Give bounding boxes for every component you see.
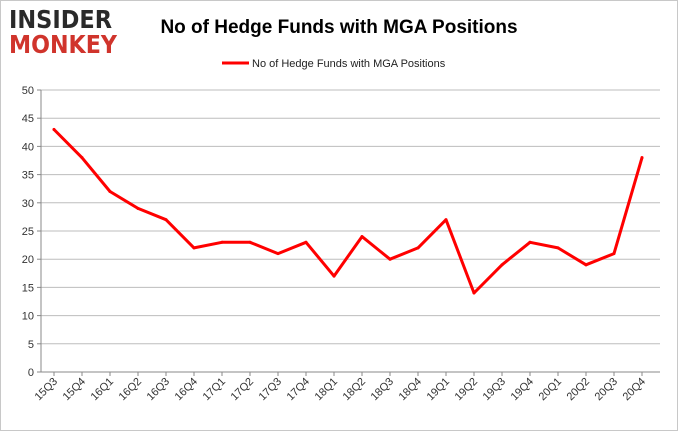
data-point bbox=[556, 246, 560, 250]
data-point bbox=[388, 257, 392, 261]
data-point bbox=[640, 156, 644, 160]
series-line bbox=[52, 128, 644, 295]
data-point bbox=[472, 291, 476, 295]
data-point bbox=[416, 246, 420, 250]
data-point bbox=[332, 274, 336, 278]
y-tick-label: 25 bbox=[22, 226, 34, 238]
data-point bbox=[500, 263, 504, 267]
x-tick-label: 16Q3 bbox=[145, 376, 173, 404]
x-tick-label: 17Q2 bbox=[229, 376, 257, 404]
x-tick-label: 16Q2 bbox=[117, 376, 145, 404]
y-tick-label: 10 bbox=[22, 311, 34, 323]
data-point bbox=[304, 240, 308, 244]
data-point bbox=[52, 127, 56, 131]
legend-label: No of Hedge Funds with MGA Positions bbox=[252, 58, 446, 70]
x-tick-label: 17Q4 bbox=[285, 376, 313, 404]
x-tick-label: 20Q4 bbox=[621, 376, 649, 404]
data-point bbox=[164, 218, 168, 222]
logo-line-1: INSIDER bbox=[9, 5, 112, 34]
y-tick-label: 40 bbox=[22, 141, 34, 153]
x-tick-label: 20Q2 bbox=[565, 376, 593, 404]
x-tick-label: 17Q1 bbox=[201, 376, 229, 404]
data-point bbox=[360, 235, 364, 239]
x-tick-label: 19Q2 bbox=[453, 376, 481, 404]
x-tick-label: 18Q1 bbox=[313, 376, 341, 404]
insider-monkey-logo: INSIDER MONKEY bbox=[9, 5, 118, 59]
x-tick-label: 17Q3 bbox=[257, 376, 285, 404]
data-point bbox=[136, 206, 140, 210]
data-point bbox=[192, 246, 196, 250]
x-tick-label: 19Q4 bbox=[509, 376, 537, 404]
x-tick-label: 15Q4 bbox=[61, 376, 89, 404]
x-tick-label: 19Q1 bbox=[425, 376, 453, 404]
x-tick-label: 19Q3 bbox=[481, 376, 509, 404]
y-axis-ticks: 0 5 10 15 20 25 30 35 40 45 50 bbox=[22, 85, 41, 379]
x-tick-label: 15Q3 bbox=[33, 376, 61, 404]
y-tick-label: 30 bbox=[22, 198, 34, 210]
x-tick-label: 18Q4 bbox=[397, 376, 425, 404]
y-tick-label: 15 bbox=[22, 282, 34, 294]
x-tick-label: 18Q2 bbox=[341, 376, 369, 404]
x-tick-label: 16Q1 bbox=[89, 376, 117, 404]
logo-line-2: MONKEY bbox=[9, 30, 118, 59]
y-tick-label: 45 bbox=[22, 113, 34, 125]
y-tick-label: 20 bbox=[22, 254, 34, 266]
data-point bbox=[528, 240, 532, 244]
x-axis-ticks: 15Q3 15Q4 16Q1 16Q2 16Q3 16Q4 17Q1 17Q2 17Q3 17Q4… bbox=[33, 372, 649, 404]
data-point bbox=[276, 252, 280, 256]
x-tick-label: 16Q4 bbox=[173, 376, 201, 404]
series-layer bbox=[52, 127, 644, 295]
data-point bbox=[108, 190, 112, 194]
data-point bbox=[80, 156, 84, 160]
chart-legend: No of Hedge Funds with MGA Positions bbox=[222, 58, 446, 70]
data-point bbox=[612, 252, 616, 256]
y-tick-label: 0 bbox=[28, 367, 34, 379]
chart-title: No of Hedge Funds with MGA Positions bbox=[160, 17, 517, 38]
y-tick-label: 35 bbox=[22, 170, 34, 182]
data-point bbox=[584, 263, 588, 267]
y-tick-label: 5 bbox=[28, 339, 34, 351]
x-tick-label: 20Q1 bbox=[537, 376, 565, 404]
data-point bbox=[248, 240, 252, 244]
data-point bbox=[444, 218, 448, 222]
data-point bbox=[220, 240, 224, 244]
y-tick-label: 50 bbox=[22, 85, 34, 97]
x-tick-label: 20Q3 bbox=[593, 376, 621, 404]
gridlines bbox=[41, 89, 660, 345]
x-tick-label: 18Q3 bbox=[369, 376, 397, 404]
